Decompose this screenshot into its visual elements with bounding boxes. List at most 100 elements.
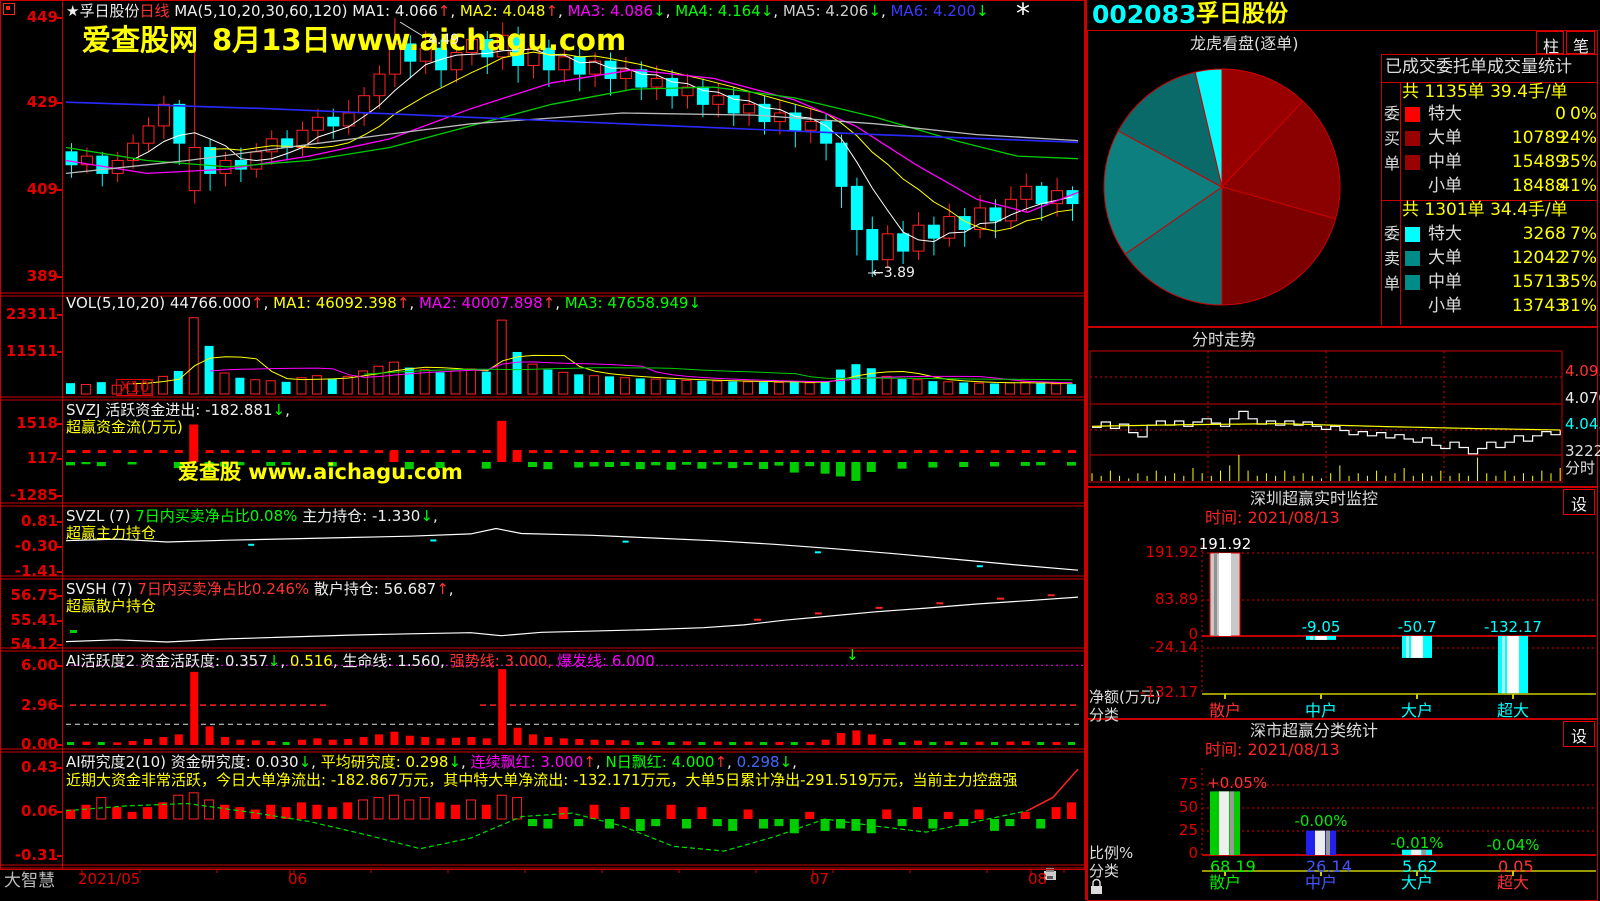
orders-buy-side-label: 委 [1384, 104, 1401, 123]
pie-slice-买中单 [1221, 100, 1341, 220]
ai-act-signal-arrow: ↓ [846, 646, 859, 664]
ai-res-header-seg: 连续飘红: 3.000 [470, 753, 584, 771]
intraday-right-label: 4.045 [1565, 415, 1600, 433]
orders-title: 已成交委托单成交量统计 [1385, 57, 1572, 77]
annotation-low: ←3.89 [872, 265, 915, 281]
orders-buy-row-name: 小单 [1428, 176, 1462, 196]
ai-res-header-seg: , [461, 753, 471, 771]
main-y-label: 429 [26, 93, 58, 111]
ai-res-header-seg: ↓ [448, 753, 462, 771]
orders-sell-row-name: 中单 [1428, 272, 1462, 292]
svzj-y-label: 1518 [16, 414, 58, 432]
ai-act-header: AI活跃度2 资金活跃度: 0.357↓, 0.516, 生命线: 1.560,… [66, 654, 655, 669]
classify-bar-value: 26.14 [1306, 857, 1352, 876]
monitor-bar-value: 191.92 [1198, 535, 1252, 553]
svsh-y-label: 54.12 [10, 635, 58, 653]
orders-buy-side-label: 买 [1384, 129, 1401, 148]
ai-res-header-seg: ↓ [298, 753, 312, 771]
vol-header-seg: MA3: 47658.949 [564, 294, 689, 312]
intraday-panel[interactable] [1087, 327, 1596, 485]
x-axis-label: 07 [810, 870, 830, 888]
orders-sell-row-name: 小单 [1428, 296, 1462, 316]
pie-slice-买小单 [1221, 186, 1337, 306]
monitor-settings-button[interactable]: 设 [1563, 489, 1595, 515]
svzj-y-label: -1285 [10, 486, 58, 504]
brand-label: 大智慧 [4, 871, 55, 891]
vol-header-seg: MA1: 46092.398 [273, 294, 397, 312]
orders-sell-row-qty: 12042 [1511, 248, 1566, 268]
svzl-header-seg: , [432, 507, 438, 525]
app-icon[interactable] [3, 3, 15, 15]
svzj-header-seg: ↓ [272, 401, 286, 419]
classify-settings-button[interactable]: 设 [1563, 721, 1595, 747]
classify-time: 时间: 2021/08/13 [1205, 740, 1340, 759]
orders-buy-row-qty: 0 [1555, 104, 1566, 124]
classify-bar-category: 大户 [1400, 873, 1433, 892]
classify-bar-category: 中户 [1304, 873, 1337, 892]
x-axis-label: 06 [288, 870, 308, 888]
classify-bar-pct: -0.00% [1294, 812, 1348, 830]
main-chart-header-seg: MA4: 4.164 [675, 2, 761, 20]
main-chart-header-seg: , [450, 2, 460, 20]
frame-left [0, 0, 1, 869]
intraday-title: 分时走势 [1192, 330, 1257, 349]
ai-act-header-seg: , [280, 652, 290, 670]
watermark-date: 8月13日 [212, 23, 331, 57]
orders-sell-row-pct: 7% [1570, 224, 1597, 244]
ai-act-header-seg: 强势线: 3.000, [449, 652, 557, 670]
ai-res-header-seg: N日飘红: 4.000 [605, 753, 715, 771]
svsh-header-seg: 7日内买卖净占比0.246% [137, 580, 310, 598]
watermark-url: www.aichagu.com [330, 23, 627, 57]
classify-bar-pct: -0.04% [1486, 836, 1540, 854]
ai-res-header-seg: , [792, 753, 797, 771]
vol-header-seg: ↑ [251, 294, 264, 312]
pie-slice-卖小单 [1124, 186, 1223, 306]
watermark-site: 爱查股网 [82, 23, 199, 57]
monitor-bar-category: 超大 [1496, 701, 1529, 720]
orders-sell-side-label: 委 [1384, 224, 1401, 243]
ai-res-y-label: 0.06 [20, 802, 58, 820]
intraday-right-label: 分时 [1565, 459, 1596, 477]
main-y-label: 389 [26, 267, 58, 285]
volume-panel[interactable] [63, 297, 1084, 397]
classify-bar-category: 散户 [1208, 873, 1241, 892]
vol-header-seg: ↑ [542, 294, 556, 312]
orders-mid-line1 [1381, 82, 1597, 83]
x-axis-label: 08 [1028, 870, 1048, 888]
pie-slice-买大单 [1221, 68, 1304, 189]
monitor-bar-value: -50.7 [1397, 618, 1437, 636]
date-strip-line [0, 869, 1085, 870]
vol-multiplier: X10 [116, 379, 154, 396]
pie-mode-bar-button[interactable]: 柱 [1536, 31, 1564, 56]
ai-act-y-label: 6.00 [20, 656, 58, 674]
orders-buy-summary: 共 1135单 39.4手/单 [1402, 82, 1568, 102]
vol-header-seg: , [555, 294, 565, 312]
ai-act-header-seg: 爆发线: 6.000 [557, 652, 655, 670]
orders-sell-row-pct: 27% [1559, 248, 1597, 268]
orders-buy-side-label: 单 [1384, 154, 1401, 173]
orders-sell-side-label: 单 [1384, 274, 1401, 293]
main-y-label: 409 [26, 180, 58, 198]
ai-act-y-label: 2.96 [20, 696, 58, 714]
svsh-header-seg: 散户持仓: 56.687 [309, 580, 437, 598]
ai-res-header-seg: , [727, 753, 737, 771]
pie-slice-卖中单 [1103, 130, 1223, 255]
stock-code: 002083 [1092, 0, 1197, 29]
pie-mode-stroke-button[interactable]: 笔 [1566, 31, 1595, 56]
classify-unit-label: 比例% [1089, 844, 1134, 862]
monitor-section-box [1087, 487, 1598, 719]
classify-bar-category: 超大 [1496, 873, 1529, 892]
ai-res-header-seg: 平均研究度: 0.298 [320, 753, 449, 771]
svzj-header-seg: , [285, 401, 290, 419]
watermark-footer: 爱查股 www.aichagu.com [178, 460, 463, 484]
main-chart-header-seg: MA5: 4.206 [782, 2, 869, 20]
svzl-header-seg: ↓ [420, 507, 433, 525]
main-divider [1085, 0, 1087, 900]
main-chart-header-seg: ↓ [760, 2, 774, 20]
orders-buy-row-qty: 10789 [1511, 128, 1566, 148]
ai-res-header-seg: ↑ [583, 753, 596, 771]
orders-sell-row-pct: 35% [1559, 272, 1597, 292]
ai-res-y-label: -0.31 [14, 846, 58, 864]
vol-header: VOL(5,10,20) 44766.000↑, MA1: 46092.398↑… [66, 296, 701, 311]
main-chart-header-seg: ↓ [976, 2, 989, 20]
